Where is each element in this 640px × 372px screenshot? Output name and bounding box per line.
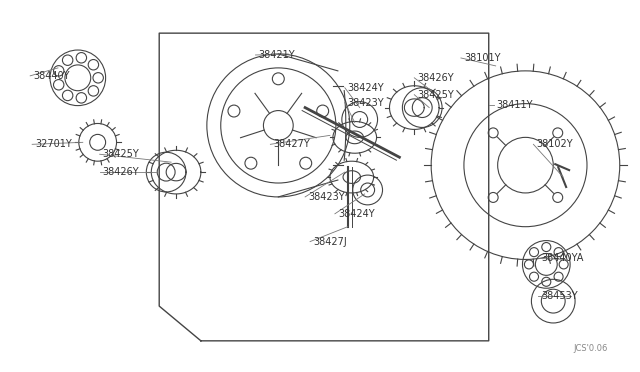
Text: 38102Y: 38102Y bbox=[536, 139, 573, 149]
Text: 38453Y: 38453Y bbox=[541, 291, 578, 301]
Text: 38411Y: 38411Y bbox=[497, 100, 533, 110]
Text: 38423Y: 38423Y bbox=[348, 97, 385, 108]
Text: 38427J: 38427J bbox=[313, 237, 347, 247]
Text: 38424Y: 38424Y bbox=[348, 83, 385, 93]
Text: 38421Y: 38421Y bbox=[259, 50, 295, 60]
Text: 38101Y: 38101Y bbox=[464, 53, 500, 63]
Text: 38440YA: 38440YA bbox=[541, 253, 584, 263]
Text: 38423Y: 38423Y bbox=[308, 192, 345, 202]
Text: 38440Y: 38440Y bbox=[33, 71, 70, 81]
Text: JCS'0.06: JCS'0.06 bbox=[573, 344, 608, 353]
Text: 32701Y: 32701Y bbox=[35, 139, 72, 149]
Text: 38426Y: 38426Y bbox=[417, 73, 454, 83]
Text: 38425Y: 38425Y bbox=[102, 149, 140, 159]
Text: 38425Y: 38425Y bbox=[417, 90, 454, 100]
Text: 38426Y: 38426Y bbox=[102, 167, 140, 177]
Text: 38427Y: 38427Y bbox=[273, 139, 310, 149]
Text: 38424Y: 38424Y bbox=[338, 209, 374, 219]
